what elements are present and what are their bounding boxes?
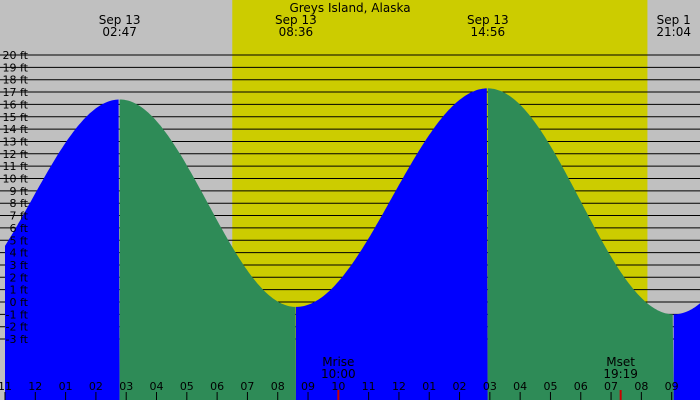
rising-tide-area <box>673 303 700 400</box>
x-tick-label: 06 <box>210 380 224 393</box>
x-tick-label: 03 <box>119 380 133 393</box>
falling-tide-area <box>487 88 674 400</box>
tide-event-date: Sep 13 <box>275 13 317 27</box>
moon-event-label: Mrise <box>322 355 354 369</box>
y-tick-label: 1 ft <box>10 284 29 297</box>
x-tick-label: 02 <box>453 380 467 393</box>
y-tick-label: 19 ft <box>3 61 29 74</box>
x-tick-label: 01 <box>59 380 73 393</box>
y-tick-label: 7 ft <box>10 210 29 223</box>
x-tick-label: 11 <box>0 380 12 393</box>
y-tick-label: 10 ft <box>3 173 29 186</box>
x-tick-label: 07 <box>604 380 618 393</box>
x-tick-label: 07 <box>240 380 254 393</box>
x-tick-label: 02 <box>89 380 103 393</box>
x-tick-label: 10 <box>331 380 345 393</box>
y-tick-label: 16 ft <box>3 98 29 111</box>
y-tick-label: 20 ft <box>3 49 29 62</box>
tide-event-time: 02:47 <box>102 25 137 39</box>
y-tick-label: 6 ft <box>10 222 29 235</box>
moon-event-time: 10:00 <box>321 367 356 381</box>
x-tick-label: 06 <box>574 380 588 393</box>
tide-event-time: 21:04 <box>656 25 691 39</box>
tide-event-time: 14:56 <box>471 25 506 39</box>
moon-event-time: 19:19 <box>603 367 638 381</box>
x-tick-label: 09 <box>301 380 315 393</box>
y-tick-label: -3 ft <box>6 333 29 346</box>
y-tick-label: -2 ft <box>6 321 29 334</box>
tide-event-date: Sep 13 <box>99 13 141 27</box>
y-tick-label: 9 ft <box>10 185 29 198</box>
x-tick-label: 04 <box>150 380 164 393</box>
x-axis-labels: 11 12 01 02 03 04 05 06 07 08 09 10 11 12 01 02 03 04 05 06… <box>0 380 679 400</box>
x-tick-label: 12 <box>28 380 42 393</box>
x-tick-label: 08 <box>634 380 648 393</box>
y-tick-label: 0 ft <box>10 296 29 309</box>
x-tick-label: 01 <box>422 380 436 393</box>
x-tick-label: 04 <box>513 380 527 393</box>
x-tick-label: 08 <box>271 380 285 393</box>
y-tick-label: 5 ft <box>10 234 29 247</box>
tide-areas <box>5 88 700 400</box>
y-tick-label: 17 ft <box>3 86 29 99</box>
x-tick-label: 05 <box>543 380 557 393</box>
y-tick-label: -1 ft <box>6 308 29 321</box>
tide-event-date: Sep 1 <box>657 13 691 27</box>
falling-tide-area <box>119 99 296 400</box>
x-tick-label: 05 <box>180 380 194 393</box>
tide-event-time: 08:36 <box>279 25 314 39</box>
y-tick-label: 3 ft <box>10 259 29 272</box>
y-tick-label: 13 ft <box>3 135 29 148</box>
rising-tide-area <box>5 99 120 400</box>
x-tick-label: 12 <box>392 380 406 393</box>
chart-title: Greys Island, Alaska <box>289 1 410 15</box>
x-tick-label: 03 <box>483 380 497 393</box>
y-tick-label: 4 ft <box>10 247 29 260</box>
y-tick-label: 15 ft <box>3 111 29 124</box>
rising-tide-area <box>295 88 488 400</box>
y-tick-label: 8 ft <box>10 197 29 210</box>
y-tick-label: 18 ft <box>3 74 29 87</box>
y-tick-label: 11 ft <box>3 160 29 173</box>
y-tick-label: 12 ft <box>3 148 29 161</box>
y-tick-label: 2 ft <box>10 271 29 284</box>
moon-event-label: Mset <box>606 355 635 369</box>
y-tick-label: 14 ft <box>3 123 29 136</box>
x-tick-label: 09 <box>665 380 679 393</box>
x-tick-label: 11 <box>362 380 376 393</box>
tide-event-date: Sep 13 <box>467 13 509 27</box>
